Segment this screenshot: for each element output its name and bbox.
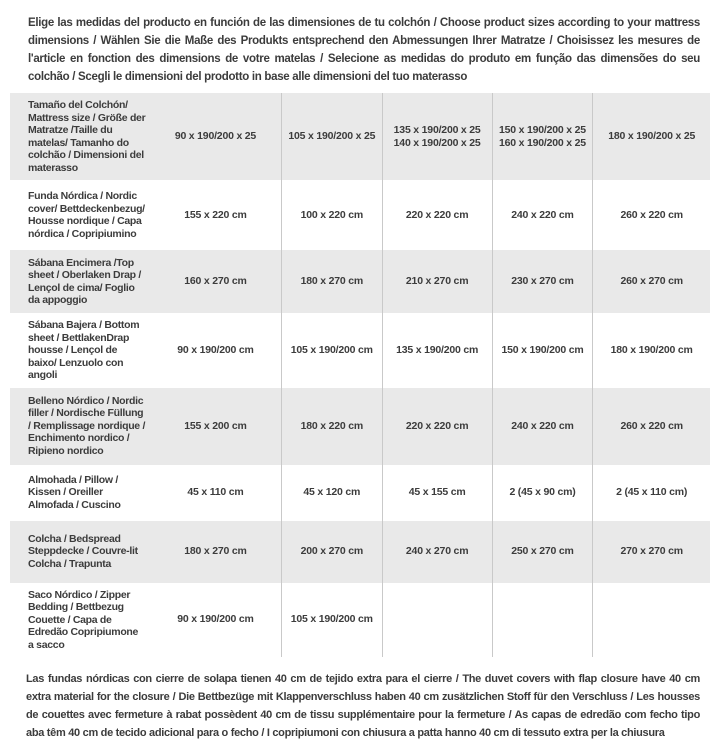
size-cell: 135 x 190/200 x 25 140 x 190/200 x 25: [381, 93, 492, 180]
row-label: Sábana Encimera /Top sheet / Oberlaken D…: [28, 256, 142, 307]
size-cell: 180 x 220 cm: [280, 387, 382, 465]
size-cell: 240 x 220 cm: [491, 180, 593, 250]
size-cell: 260 x 220 cm: [592, 180, 710, 250]
size-cell: 180 x 190/200 x 25: [592, 93, 710, 180]
size-cell: 100 x 220 cm: [280, 180, 382, 250]
size-cell: 180 x 270 cm: [280, 250, 382, 313]
size-cell: 220 x 220 cm: [381, 387, 492, 465]
size-cell: 155 x 200 cm: [184, 419, 247, 432]
row-label: Sábana Bajera / Bottom sheet / Bettlaken…: [28, 319, 140, 381]
size-cell: 135 x 190/200 cm: [381, 313, 492, 388]
size-cell: 250 x 270 cm: [491, 520, 593, 583]
row-label: Saco Nórdico / Zipper Bedding / Bettbezu…: [28, 588, 139, 651]
row-label: Tamaño del Colchón/ Mattress size / Größ…: [28, 99, 146, 174]
size-cell: 180 x 190/200 cm: [592, 313, 710, 388]
size-cell: 240 x 220 cm: [491, 387, 593, 465]
table-row-nordic-filler: Belleno Nórdico / Nordic filler / Nordis…: [10, 387, 710, 465]
size-cell: 90 x 190/200 cm: [177, 343, 254, 356]
size-cell: 210 x 270 cm: [381, 250, 492, 313]
size-cell: 270 x 270 cm: [592, 520, 710, 583]
size-cell: [592, 582, 710, 657]
intro-text: Elige las medidas del producto en funció…: [28, 17, 700, 83]
size-table: Tamaño del Colchón/ Mattress size / Größ…: [10, 93, 710, 657]
size-cell: 260 x 270 cm: [592, 250, 710, 313]
size-cell: 105 x 190/200 cm: [280, 313, 382, 388]
table-row-zipper-bedding: Saco Nórdico / Zipper Bedding / Bettbezu…: [10, 582, 710, 657]
size-cell: 230 x 270 cm: [491, 250, 593, 313]
footnote-text: Las fundas nórdicas con cierre de solapa…: [26, 673, 700, 739]
size-cell: 260 x 220 cm: [592, 387, 710, 465]
size-cell: 45 x 155 cm: [381, 464, 492, 521]
size-cell: 160 x 270 cm: [184, 275, 247, 287]
table-row-mattress-size: Tamaño del Colchón/ Mattress size / Größ…: [10, 93, 710, 180]
size-cell: 180 x 270 cm: [184, 545, 247, 557]
size-cell: 150 x 190/200 cm: [491, 313, 593, 388]
size-cell: 155 x 220 cm: [184, 208, 247, 221]
size-cell: 45 x 120 cm: [280, 464, 382, 521]
table-row-nordic-cover: Funda Nórdica / Nordic cover/ Bettdecken…: [10, 180, 710, 250]
row-label: Funda Nórdica / Nordic cover/ Bettdecken…: [28, 190, 145, 240]
size-cell: [381, 582, 492, 657]
table-row-bottom-sheet: Sábana Bajera / Bottom sheet / Bettlaken…: [10, 313, 710, 388]
size-cell: 240 x 270 cm: [381, 520, 492, 583]
size-cell: 2 (45 x 110 cm): [592, 464, 710, 521]
size-cell: 45 x 110 cm: [187, 486, 244, 498]
size-guide-page: Elige las medidas del producto en funció…: [0, 14, 720, 739]
row-label: Almohada / Pillow / Kissen / Oreiller Al…: [28, 473, 121, 511]
size-cell: [491, 582, 593, 657]
size-cell: 2 (45 x 90 cm): [491, 464, 593, 521]
size-cell: 220 x 220 cm: [381, 180, 492, 250]
row-label: Belleno Nórdico / Nordic filler / Nordis…: [28, 394, 146, 457]
row-label: Colcha / Bedspread Steppdecke / Couvre-l…: [28, 532, 138, 570]
size-cell: 105 x 190/200 cm: [280, 582, 382, 657]
table-row-pillow: Almohada / Pillow / Kissen / Oreiller Al…: [10, 464, 710, 521]
table-row-top-sheet: Sábana Encimera /Top sheet / Oberlaken D…: [10, 250, 710, 313]
size-cell: 90 x 190/200 x 25: [174, 130, 257, 142]
size-cell: 105 x 190/200 x 25: [280, 93, 382, 180]
size-cell: 150 x 190/200 x 25 160 x 190/200 x 25: [491, 93, 593, 180]
table-row-bedspread: Colcha / Bedspread Steppdecke / Couvre-l…: [10, 520, 710, 583]
size-cell: 90 x 190/200 cm: [177, 613, 254, 626]
size-cell: 200 x 270 cm: [280, 520, 382, 583]
